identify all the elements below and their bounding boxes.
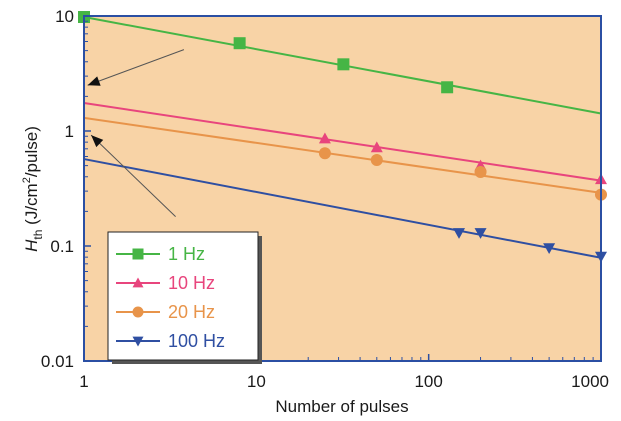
data-point [441,81,454,94]
legend-label: 10 Hz [168,273,215,293]
y-tick-label: 10 [55,7,74,26]
data-point [543,243,556,255]
y-tick-label: 1 [65,122,74,141]
data-point [474,228,487,239]
legend-label: 1 Hz [168,244,205,264]
x-tick-label: 1000 [571,372,609,391]
data-point [233,37,246,50]
x-tick-label: 1 [79,372,88,391]
legend-marker [132,248,144,260]
x-tick-label: 10 [247,372,266,391]
legend-marker [132,277,144,288]
fit-line [83,102,602,182]
y-tick-label: 0.1 [50,237,74,256]
data-point [453,228,466,239]
fit-lines [83,16,602,259]
legend-marker [132,336,144,347]
data-point [474,166,487,179]
plot-frame [83,15,602,362]
x-axis-label: Number of pulses [275,397,408,416]
y-tick-label: 0.01 [41,352,74,371]
legend-label: 20 Hz [168,302,215,322]
annotation-arrow-line [87,49,185,86]
fit-line [83,116,602,194]
data-point [337,58,350,71]
axis-ticks: 1 10 100 1000 0.01 0.1 1 10 [41,7,609,391]
data-point [318,132,331,144]
data-point [318,147,331,160]
fit-line [83,158,602,259]
annotation-arrow-head [91,135,104,148]
legend: 1 Hz 10 Hz 20 Hz 100 Hz [107,231,262,364]
data-point [370,141,383,153]
legend-label: 100 Hz [168,331,225,351]
y-axis-label: Hth (J/cm2/pulse) [21,126,45,252]
legend-marker [132,306,144,318]
x-tick-label: 100 [414,372,442,391]
annotation-arrow-head [87,76,101,86]
annotation-arrow-line [90,134,176,218]
annotation-arrows [87,49,185,218]
data-point [370,153,383,166]
